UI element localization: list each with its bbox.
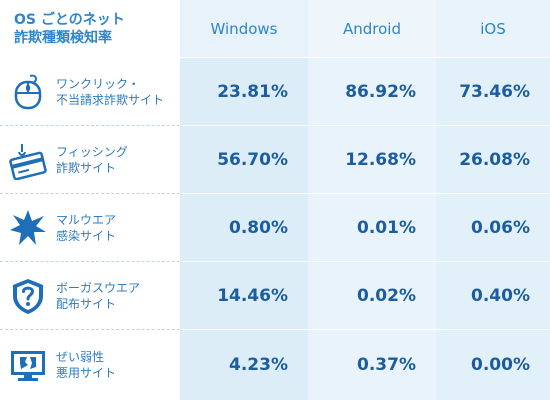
value-bogusware-ios: 0.40%	[436, 262, 550, 330]
row-label-text: マルウエア 感染サイト	[56, 212, 116, 244]
value-oneclick-android: 86.92%	[308, 58, 436, 126]
row-label-vulnerability: ぜい弱性 悪用サイト	[0, 330, 180, 400]
row-label-text: ぜい弱性 悪用サイト	[56, 349, 116, 381]
value-phishing-android: 12.68%	[308, 126, 436, 194]
row-label-line2: 悪用サイト	[56, 366, 117, 380]
column-header-android: Android	[308, 0, 436, 58]
column-header-ios: iOS	[436, 0, 550, 58]
column-header-windows: Windows	[180, 0, 308, 58]
row-label-text: フィッシング 詐欺サイト	[56, 144, 128, 176]
row-label-line1: ぜい弱性	[56, 350, 105, 364]
row-label-line2: 詐欺サイト	[56, 160, 117, 175]
value-phishing-windows: 56.70%	[180, 126, 308, 194]
value-oneclick-windows: 23.81%	[180, 58, 308, 126]
row-label-oneclick: ワンクリック・ 不当請求詐欺サイト	[0, 58, 180, 126]
row-label-phishing: フィッシング 詐欺サイト	[0, 126, 180, 194]
row-label-line2: 感染サイト	[56, 228, 117, 243]
value-vulnerability-ios: 0.00%	[436, 330, 550, 400]
table-title-line2: 詐欺種類検知率	[14, 29, 112, 46]
row-label-line1: ボーガスウエア	[56, 280, 141, 295]
value-oneclick-ios: 73.46%	[436, 58, 550, 126]
row-label-text: ボーガスウエア 配布サイト	[56, 280, 140, 312]
malware-burst-icon	[8, 208, 48, 248]
value-phishing-ios: 26.08%	[436, 126, 550, 194]
value-vulnerability-android: 0.37%	[308, 330, 436, 400]
value-malware-windows: 0.80%	[180, 194, 308, 262]
row-label-line1: マルウエア	[56, 212, 117, 227]
row-label-malware: マルウエア 感染サイト	[0, 194, 180, 262]
row-label-line2: 配布サイト	[56, 296, 117, 311]
value-malware-ios: 0.06%	[436, 194, 550, 262]
table-title: OS ごとのネット 詐欺種類検知率	[0, 0, 180, 58]
value-vulnerability-windows: 4.23%	[180, 330, 308, 400]
value-bogusware-windows: 14.46%	[180, 262, 308, 330]
row-label-bogusware: ボーガスウエア 配布サイト	[0, 262, 180, 330]
row-label-line2: 不当請求詐欺サイト	[56, 92, 165, 107]
row-label-line1: フィッシング	[56, 144, 128, 159]
mouse-icon	[8, 72, 48, 112]
question-shield-icon	[8, 276, 48, 316]
row-label-line1: ワンクリック・	[56, 76, 140, 91]
value-malware-android: 0.01%	[308, 194, 436, 262]
value-bogusware-android: 0.02%	[308, 262, 436, 330]
credit-card-icon	[8, 140, 48, 180]
broken-monitor-icon	[8, 345, 48, 385]
table-title-line1: OS ごとのネット	[14, 11, 125, 28]
row-label-text: ワンクリック・ 不当請求詐欺サイト	[56, 76, 164, 108]
